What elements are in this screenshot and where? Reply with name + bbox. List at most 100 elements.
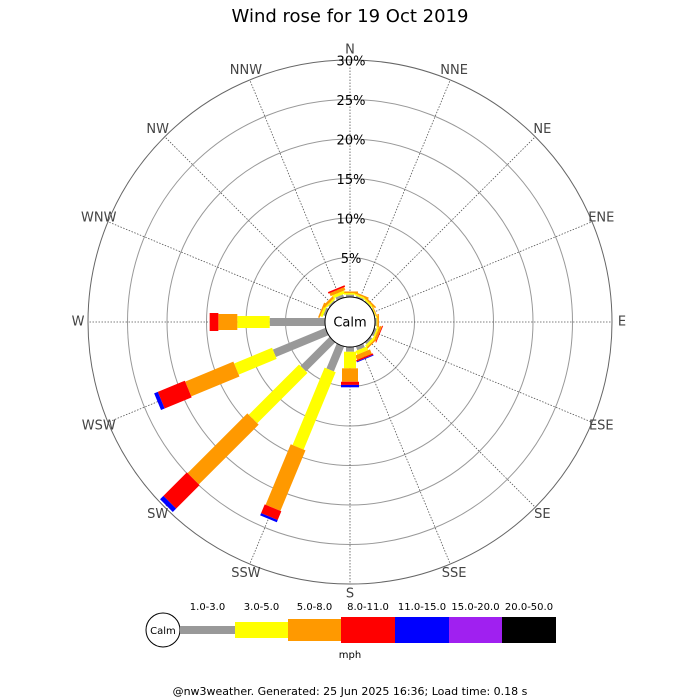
petal [364,336,378,350]
spoke [359,79,451,300]
spoke [164,136,333,305]
petal-segment [363,298,374,309]
petal-segment [320,305,328,318]
legend-swatch [288,619,341,641]
legend-label: 11.0-15.0 [398,602,446,613]
petal-segment [335,294,345,301]
spoke [372,331,593,423]
petal-segment [354,293,367,300]
petal-segment [342,368,358,382]
direction-label: NNW [230,63,262,78]
petal-segment [327,285,346,294]
r-tick-label: 30% [337,55,366,70]
direction-label: WSW [82,419,116,434]
petal-segment [325,297,336,308]
direction-label: SE [534,507,550,522]
direction-label: SSE [442,566,467,581]
petal-segment [365,337,378,350]
legend-unit: mph [339,650,361,661]
direction-label: N [345,43,355,58]
petal-segment [342,291,358,294]
direction-label: E [618,315,626,330]
petal-segment [344,293,356,295]
petal-segment [326,343,345,372]
petal-segment [237,316,270,328]
legend-swatch [180,626,235,634]
r-tick-label: 5% [341,252,362,267]
ring [127,99,573,545]
petal-segment [377,314,379,330]
petal-segment [376,316,378,328]
direction-label: NE [533,122,551,137]
petal-segment [373,325,382,342]
legend-calm-label: Calm [150,626,176,637]
petal-segment [328,300,336,308]
petal-segment [157,380,192,409]
petal-segment [346,347,354,352]
legend-label: 1.0-3.0 [190,602,225,613]
petal-segment [341,381,359,385]
petal-segment [209,313,219,331]
petal-segment [372,326,380,339]
petal [154,327,329,411]
direction-label: SSW [231,566,261,581]
petal-segment [341,384,359,388]
spoke [249,79,341,300]
spoke [359,344,451,565]
legend-swatch [502,617,556,643]
legend-swatch [341,617,395,643]
chart-title: Wind rose for 19 Oct 2019 [232,6,469,27]
petal-segment [292,367,336,450]
petal-segment [187,413,259,485]
petal-segment [260,513,278,523]
direction-label: NW [146,122,169,137]
calm-label: Calm [333,316,366,331]
petal-segment [300,336,336,372]
petal-segment [248,364,308,424]
petal-segment [371,327,377,337]
ring [87,59,613,585]
direction-label: S [346,587,354,602]
petal-segment [346,294,354,297]
petal [209,313,325,331]
petal-segment [160,495,177,512]
petal [355,343,374,363]
petal [341,347,359,388]
spoke [372,221,593,313]
direction-label: W [72,315,85,330]
petal-segment [332,290,345,299]
legend-label: 8.0-11.0 [347,602,389,613]
petal-segment [371,304,379,320]
petal-segment [364,336,373,345]
petal-segment [272,327,329,358]
direction-label: SW [147,507,168,522]
spoke [367,136,536,305]
petal-segment [154,391,165,411]
petal [327,285,346,301]
legend-swatch [235,622,288,638]
petal-segment [365,337,376,348]
calm-circle [324,296,376,348]
direction-label: NNE [440,63,468,78]
r-tick-label: 20% [337,134,366,149]
spoke [107,221,328,313]
petal-segment [163,472,200,509]
petal-segment [185,361,240,397]
petal-segment [269,318,325,326]
direction-label: WNW [81,210,117,225]
petal-segment [356,353,374,362]
petal-segment [371,306,377,318]
petal-segment [355,295,364,301]
footer: @nw3weather. Generated: 25 Jun 2025 16:3… [173,685,528,698]
petal-segment [234,347,277,375]
legend-label: 5.0-8.0 [297,602,332,613]
petal-segment [265,444,306,511]
ring [166,138,534,506]
legend-label: 3.0-5.0 [244,602,279,613]
direction-label: ENE [588,210,614,225]
petal-segment [261,504,282,521]
petal-segment [323,307,329,317]
petal-segment [344,351,356,369]
